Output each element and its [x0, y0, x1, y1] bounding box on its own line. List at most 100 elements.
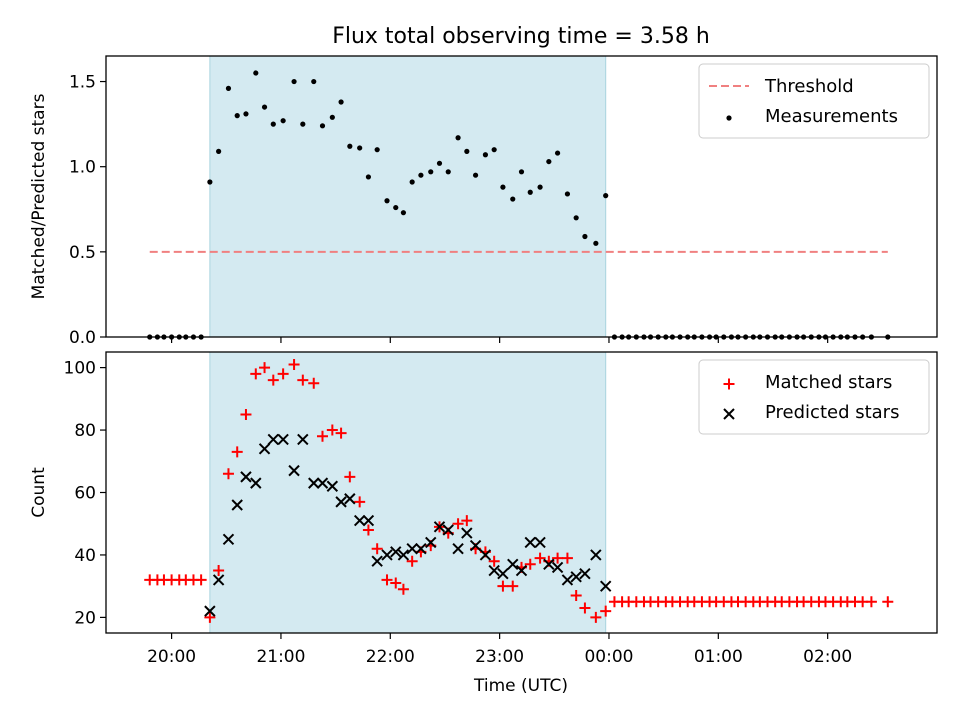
point-predicted-stars — [288, 464, 300, 477]
point-predicted-stars — [277, 433, 289, 446]
point-predicted-stars — [406, 542, 418, 555]
top-legend: Threshold Measurements — [698, 63, 930, 139]
legend-entry: Measurements — [726, 106, 898, 127]
point-predicted-stars — [344, 493, 356, 505]
observing-window-shade — [209, 55, 607, 338]
point-matched-stars — [240, 408, 252, 420]
point-predicted-stars — [461, 527, 473, 539]
point-measurements — [418, 172, 424, 178]
y-tick-label: 100 — [64, 359, 96, 379]
point-matched-stars — [497, 580, 509, 592]
bottom-y-axis-label: Count — [29, 467, 49, 518]
point-predicted-stars — [316, 477, 329, 489]
point-measurements — [500, 184, 506, 190]
top-axes-layer: 0.0 0.5 1.0 1.5 — [69, 55, 938, 348]
point-measurements — [393, 204, 399, 211]
point-matched-stars — [534, 552, 546, 564]
point-matched-stars — [381, 574, 393, 586]
point-measurements — [400, 210, 407, 216]
point-matched-stars — [316, 430, 328, 442]
point-measurements — [564, 191, 571, 197]
point-measurements — [338, 99, 344, 105]
point-matched-stars — [354, 496, 366, 508]
point-measurements — [365, 174, 372, 180]
legend-marker — [726, 115, 732, 121]
point-measurements — [518, 169, 525, 175]
point-predicted-stars — [507, 558, 519, 571]
point-predicted-stars — [222, 533, 235, 546]
observing-window-shade — [209, 351, 607, 634]
point-measurements — [546, 158, 552, 165]
point-predicted-stars — [371, 555, 383, 567]
y-tick-label: 60 — [74, 484, 96, 504]
point-measurements — [537, 184, 543, 190]
point-predicted-stars — [543, 558, 555, 571]
point-predicted-stars — [326, 480, 339, 492]
point-matched-stars — [390, 577, 402, 589]
point-measurements — [491, 147, 497, 153]
point-predicted-stars — [570, 571, 582, 583]
point-matched-stars — [865, 596, 877, 608]
point-measurements — [472, 172, 479, 178]
axes-frame — [105, 55, 938, 338]
point-matched-stars — [222, 468, 234, 480]
point-matched-stars — [397, 583, 409, 595]
point-measurements — [482, 152, 489, 158]
point-matched-stars — [461, 515, 473, 527]
point-predicted-stars — [515, 564, 528, 577]
point-matched-stars — [362, 524, 374, 536]
point-measurements — [319, 123, 326, 129]
point-predicted-stars — [381, 549, 393, 561]
point-matched-stars — [335, 427, 347, 439]
point-measurements — [455, 135, 461, 141]
point-measurements — [280, 118, 286, 124]
point-matched-stars — [250, 368, 262, 380]
point-measurements — [554, 150, 561, 156]
point-matched-stars — [561, 552, 573, 564]
y-tick-label: 80 — [74, 421, 96, 441]
point-measurements — [582, 233, 588, 240]
point-matched-stars — [524, 558, 536, 570]
legend-label: Threshold — [764, 76, 854, 97]
bottom-panel: 20 40 60 80 100 20:00 21:00 22:00 23:00 00:00 01:0… — [29, 351, 938, 667]
point-measurements — [311, 78, 317, 85]
point-predicted-stars — [240, 471, 252, 483]
point-measurements — [216, 148, 222, 154]
x-tick-label: 21:00 — [256, 647, 305, 667]
y-tick-label: 1.5 — [69, 73, 96, 93]
point-predicted-stars — [231, 499, 243, 511]
point-measurements — [603, 193, 609, 199]
point-matched-stars — [195, 574, 207, 586]
point-predicted-stars — [212, 574, 225, 586]
legend-label: Predicted stars — [765, 402, 899, 423]
point-matched-stars — [507, 580, 519, 592]
point-predicted-stars — [415, 542, 427, 555]
point-predicted-stars — [425, 536, 437, 549]
point-measurements — [436, 160, 443, 166]
legend-box — [698, 359, 930, 435]
point-measurements — [573, 215, 579, 221]
y-tick-label: 1.0 — [69, 158, 96, 178]
point-predicted-stars — [488, 564, 500, 577]
legend-entry: Threshold — [709, 76, 854, 97]
point-predicted-stars — [250, 477, 262, 489]
point-predicted-stars — [469, 539, 482, 552]
point-predicted-stars — [442, 524, 454, 536]
point-matched-stars — [277, 368, 289, 380]
point-predicted-stars — [335, 496, 347, 508]
bottom-marks-layer — [144, 358, 894, 623]
point-measurements — [510, 196, 516, 202]
point-predicted-stars — [561, 574, 574, 586]
point-predicted-stars — [579, 567, 591, 580]
legend-marker — [723, 408, 735, 420]
point-measurements — [234, 113, 240, 119]
point-matched-stars — [259, 362, 271, 374]
legend-box — [698, 63, 930, 139]
point-predicted-stars — [433, 521, 446, 533]
x-tick-label: 01:00 — [694, 647, 743, 667]
point-measurements — [593, 240, 599, 246]
point-matched-stars — [326, 424, 338, 436]
top-y-axis-label: Matched/Predicted stars — [29, 93, 49, 299]
x-tick-label: 20:00 — [147, 647, 196, 667]
